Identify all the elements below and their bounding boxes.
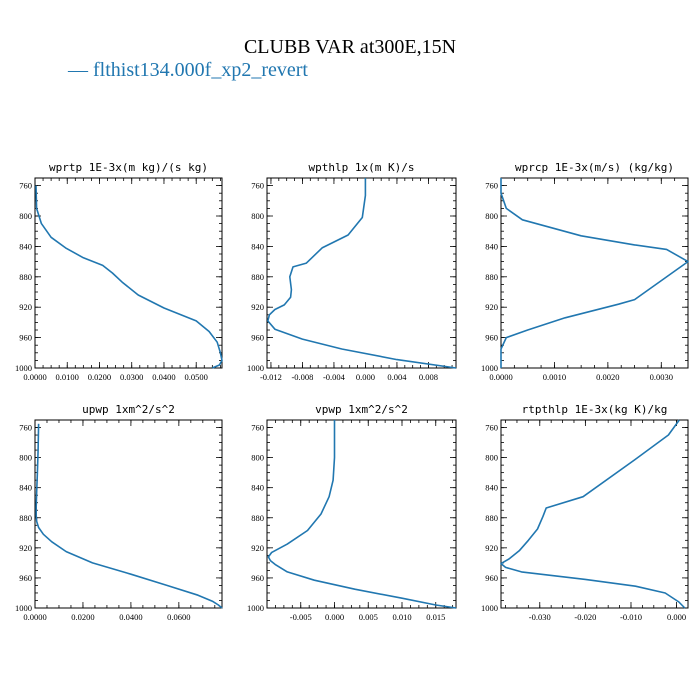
panel-title: rtpthlp 1E-3x(kg K)/kg	[522, 403, 668, 416]
plot-frame	[266, 419, 457, 609]
y-tick-label: 800	[251, 211, 264, 221]
x-tick-label: 0.0400	[152, 372, 175, 382]
x-tick-label: 0.000	[356, 372, 375, 382]
x-tick-label: -0.010	[620, 612, 642, 622]
x-tick-label: 0.000	[667, 612, 686, 622]
x-tick-label: 0.010	[392, 612, 411, 622]
y-tick-label: 960	[19, 573, 32, 583]
legend-series-label: flthist134.000f_xp2_revert	[93, 59, 308, 81]
y-tick-label: 1000	[15, 363, 32, 373]
y-tick-label: 800	[485, 211, 498, 221]
y-tick-label: 1000	[481, 363, 498, 373]
x-tick-label: -0.012	[260, 372, 282, 382]
y-tick-label: 840	[251, 241, 264, 251]
x-tick-label: 0.0600	[167, 612, 190, 622]
x-tick-label: 0.0020	[596, 372, 619, 382]
page-title: CLUBB VAR at300E,15N	[243, 36, 457, 58]
y-tick-label: 920	[485, 302, 498, 312]
plot-frame	[500, 419, 689, 609]
y-tick-label: 840	[19, 483, 32, 493]
panel-title: wprtp 1E-3x(m kg)/(s kg)	[49, 161, 208, 174]
y-tick-label: 760	[251, 423, 264, 433]
panel-title: wpthlp 1x(m K)/s	[309, 161, 415, 174]
x-tick-label: 0.0400	[119, 612, 142, 622]
x-tick-label: 0.004	[387, 372, 407, 382]
x-tick-label: 0.0100	[56, 372, 79, 382]
plot-frame	[34, 177, 223, 369]
legend-line-swatch: —	[68, 59, 88, 81]
y-tick-label: 960	[251, 333, 264, 343]
x-tick-label: 0.0000	[489, 372, 512, 382]
series-line	[267, 420, 457, 609]
x-tick-label: 0.0000	[23, 612, 46, 622]
y-tick-label: 920	[485, 543, 498, 553]
x-tick-label: -0.004	[323, 372, 346, 382]
y-tick-label: 800	[485, 453, 498, 463]
series-line	[500, 419, 686, 609]
series-line	[35, 185, 223, 369]
series-line	[35, 423, 223, 609]
y-tick-label: 920	[251, 302, 264, 312]
y-tick-label: 760	[19, 181, 32, 191]
y-tick-label: 960	[19, 333, 32, 343]
x-tick-label: 0.005	[359, 612, 378, 622]
plot-frame	[34, 419, 223, 609]
series-line	[266, 178, 457, 369]
x-tick-label: 0.015	[426, 612, 445, 622]
y-tick-label: 760	[485, 423, 498, 433]
x-tick-label: 0.0000	[23, 372, 46, 382]
y-tick-label: 800	[251, 453, 264, 463]
y-tick-label: 840	[251, 483, 264, 493]
y-tick-label: 880	[251, 513, 264, 523]
y-tick-label: 920	[19, 302, 32, 312]
y-tick-label: 1000	[481, 603, 498, 613]
y-tick-label: 880	[19, 513, 32, 523]
y-tick-label: 840	[485, 241, 498, 251]
x-tick-label: 0.008	[419, 372, 438, 382]
x-tick-label: 0.0200	[71, 612, 94, 622]
y-tick-label: 960	[485, 573, 498, 583]
y-tick-label: 880	[19, 272, 32, 282]
y-tick-label: 1000	[247, 363, 264, 373]
x-tick-label: 0.0200	[88, 372, 111, 382]
x-tick-label: 0.000	[325, 612, 344, 622]
y-tick-label: 760	[19, 423, 32, 433]
y-tick-label: 920	[251, 543, 264, 553]
x-tick-label: 0.0010	[543, 372, 566, 382]
x-tick-label: -0.020	[574, 612, 596, 622]
x-tick-label: 0.0030	[650, 372, 673, 382]
series-line	[500, 178, 689, 368]
y-tick-label: 880	[251, 272, 264, 282]
x-tick-label: -0.030	[529, 612, 551, 622]
y-tick-label: 760	[251, 181, 264, 191]
y-tick-label: 840	[19, 241, 32, 251]
x-tick-label: 0.0300	[120, 372, 143, 382]
panel-title: upwp 1xm^2/s^2	[82, 403, 175, 416]
panel-title: wprcp 1E-3x(m/s) (kg/kg)	[515, 161, 674, 174]
y-tick-label: 760	[485, 181, 498, 191]
legend: — flthist134.000f_xp2_revert	[68, 59, 308, 82]
x-tick-label: -0.008	[291, 372, 313, 382]
y-tick-label: 1000	[247, 603, 264, 613]
y-tick-label: 960	[485, 333, 498, 343]
plot-frame	[266, 177, 457, 369]
y-tick-label: 880	[485, 513, 498, 523]
panel-title: vpwp 1xm^2/s^2	[315, 403, 408, 416]
x-tick-label: 0.0500	[185, 372, 208, 382]
y-tick-label: 840	[485, 483, 498, 493]
y-tick-label: 960	[251, 573, 264, 583]
x-tick-label: -0.005	[290, 612, 312, 622]
y-tick-label: 1000	[15, 603, 32, 613]
y-tick-label: 920	[19, 543, 32, 553]
y-tick-label: 800	[19, 453, 32, 463]
y-tick-label: 880	[485, 272, 498, 282]
plot-frame	[500, 177, 689, 369]
y-tick-label: 800	[19, 211, 32, 221]
